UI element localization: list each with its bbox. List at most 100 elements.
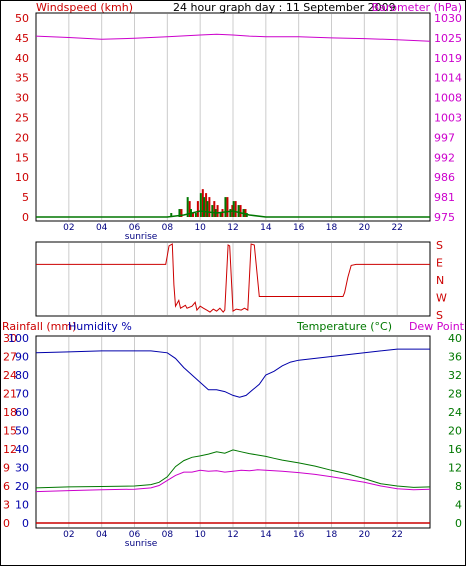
windspeed-tick-labels: 0 5 10 15 20 25 30 35 40 45 50 (15, 12, 29, 224)
barometer-tick-label: 981 (434, 191, 455, 204)
x-tick-label: 08 (162, 223, 174, 233)
humidity-tick-label: 0 (22, 517, 29, 530)
rainfall-tick-labels: 0 3 6 9 12 15 18 21 24 27 30 (3, 332, 17, 530)
rainfall-tick-label: 6 (3, 480, 10, 493)
barometer-tick-label: 1014 (434, 72, 462, 85)
humidity-tick-label: 40 (15, 443, 29, 456)
dewpoint-line (35, 469, 431, 493)
rainfall-tick-label: 27 (3, 351, 17, 364)
gust-bar-red (201, 189, 204, 217)
rainfall-tick-label: 24 (3, 369, 17, 382)
x-tick-label: 22 (391, 223, 402, 233)
x-tick-label: 04 (96, 223, 108, 233)
x-tick-label: 08 (162, 530, 174, 540)
gust-bar-red (208, 197, 211, 217)
x-tick-label: 20 (359, 223, 371, 233)
temperature-line (35, 449, 431, 489)
wind-direction-line (36, 243, 430, 313)
barometer-tick-label: 992 (434, 151, 455, 164)
x-tick-label: 04 (96, 530, 108, 540)
gust-bar-green (229, 209, 232, 217)
windspeed-axis-label: Windspeed (kmh) (36, 1, 133, 14)
gust-bar-green (170, 213, 173, 217)
humidity-tick-label: 30 (15, 462, 29, 475)
gust-bar-red (205, 193, 208, 217)
rainfall-tick-label: 15 (3, 425, 17, 438)
barometer-line (35, 33, 431, 42)
gust-bar-red (244, 209, 247, 217)
x-tick-label: 10 (194, 223, 206, 233)
windspeed-tick-label: 40 (15, 52, 29, 65)
humidity-tick-label: 70 (15, 388, 29, 401)
temperature-tick-label: 28 (448, 388, 462, 401)
temperature-tick-label: 8 (455, 480, 462, 493)
gust-bar-red (191, 213, 194, 217)
x-tick-label: 06 (129, 223, 141, 233)
direction-tick-label: N (436, 274, 444, 287)
direction-tick-label: S (436, 309, 443, 322)
x-tick-label: 12 (227, 530, 238, 540)
rainfall-tick-label: 21 (3, 388, 17, 401)
temperature-tick-label: 24 (448, 406, 462, 419)
gust-bar-green (194, 213, 197, 217)
gust-bar-green (237, 205, 240, 217)
gust-bar-red (196, 201, 199, 217)
gust-bar-red (188, 201, 191, 217)
wind-x-tick-labels: 02 04 06 08 10 12 14 16 18 20 22 (63, 223, 403, 233)
x-tick-label: 02 (63, 530, 74, 540)
gust-bar-green (206, 201, 209, 217)
windspeed-tick-label: 25 (15, 112, 29, 125)
windspeed-tick-label: 0 (22, 211, 29, 224)
barometer-tick-label: 1003 (434, 112, 462, 125)
direction-tick-label: E (436, 257, 443, 270)
x-tick-label: 10 (194, 530, 206, 540)
temperature-tick-label: 4 (455, 499, 462, 512)
temp-x-tick-labels: 02 04 06 08 10 12 14 16 18 20 22 (63, 530, 403, 540)
dewpoint-axis-label: Dew Point (409, 320, 465, 333)
windspeed-tick-label: 20 (15, 131, 29, 144)
gust-bar-red (216, 205, 219, 217)
wind-average-line (36, 210, 430, 218)
temp-humidity-grid (68, 337, 398, 527)
humidity-tick-label: 50 (15, 425, 29, 438)
gust-bar-green (203, 197, 206, 217)
wind-barometer-grid (68, 14, 398, 220)
rainfall-tick-label: 30 (3, 332, 17, 345)
barometer-tick-label: 997 (434, 131, 455, 144)
gust-bar-green (232, 201, 235, 217)
barometer-tick-label: 986 (434, 171, 455, 184)
gust-bar-red (234, 201, 237, 217)
windspeed-tick-label: 45 (15, 32, 29, 45)
windspeed-tick-label: 30 (15, 92, 29, 105)
direction-tick-label: W (436, 292, 447, 305)
gust-bar-green (219, 213, 222, 217)
gust-bar-green (224, 197, 227, 217)
gust-bar-red (213, 201, 216, 217)
humidity-tick-label: 80 (15, 369, 29, 382)
humidity-tick-label: 100 (8, 332, 29, 345)
gust-bar-red (180, 209, 183, 217)
graph-title: 24 hour graph day : 11 September 2009 (173, 1, 396, 14)
x-tick-label: 18 (326, 530, 338, 540)
humidity-tick-label: 90 (15, 351, 29, 364)
humidity-tick-label: 20 (15, 480, 29, 493)
temperature-axis-label: Temperature (°C) (296, 320, 392, 333)
windspeed-tick-label: 50 (15, 12, 29, 25)
x-tick-label: 18 (326, 223, 338, 233)
temperature-tick-label: 32 (448, 369, 462, 382)
temperature-tick-label: 12 (448, 462, 462, 475)
gust-bar-green (186, 197, 189, 217)
temperature-tick-label: 20 (448, 425, 462, 438)
gust-bar-red (239, 205, 242, 217)
x-tick-label: 16 (293, 530, 305, 540)
sunrise-label-top: sunrise (125, 232, 158, 242)
x-tick-label: 20 (359, 530, 371, 540)
rainfall-axis-label: Rainfall (mm) (2, 320, 76, 333)
gust-bar-red (226, 197, 229, 217)
gust-bar-green (199, 193, 202, 217)
barometer-tick-label: 1030 (434, 12, 462, 25)
humidity-line (35, 348, 430, 398)
